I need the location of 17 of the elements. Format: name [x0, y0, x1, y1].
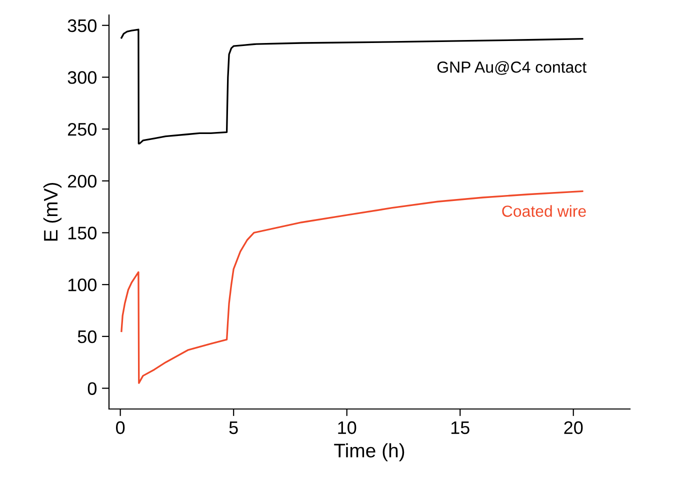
x-tick-label: 0: [116, 421, 125, 434]
y-tick-label: 350: [68, 19, 96, 32]
y-tick-label: 300: [68, 71, 96, 84]
x-tick-label: 5: [229, 421, 238, 434]
y-tick-label: 0: [88, 382, 96, 395]
series-label: Coated wire: [502, 205, 586, 217]
y-tick-label: 150: [68, 226, 96, 240]
x-axis-title: Time (h): [334, 443, 404, 462]
y-axis-title: E (mV): [43, 182, 62, 241]
x-tick-label: 10: [338, 421, 356, 434]
x-tick-label: 20: [564, 421, 583, 434]
x-tick-label: 15: [451, 421, 470, 434]
y-tick-label: 250: [68, 122, 96, 136]
y-tick-label: 50: [78, 330, 96, 344]
y-tick-label: 200: [68, 174, 96, 188]
y-tick-label: 100: [68, 278, 96, 292]
series-label: GNP Au@C4 contact: [437, 61, 586, 75]
